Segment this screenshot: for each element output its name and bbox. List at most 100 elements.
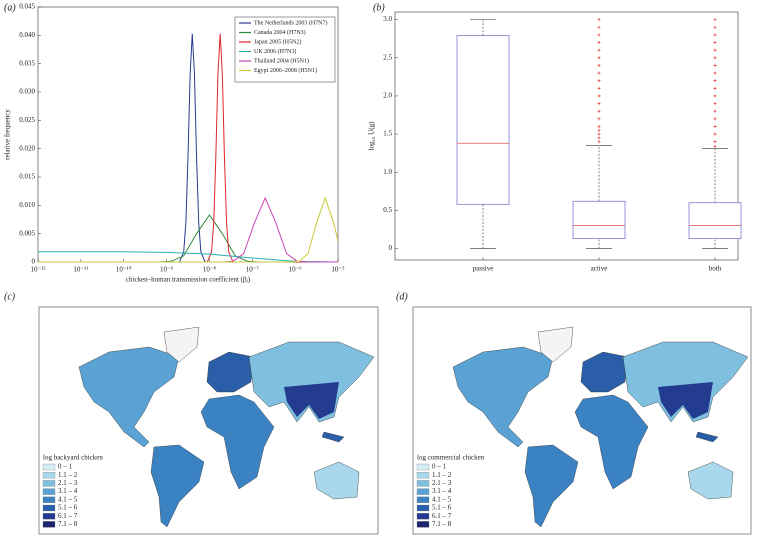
line-series (38, 196, 338, 263)
panel-label: (b) (373, 2, 385, 13)
y-tick-label: 0.015 (19, 173, 35, 181)
x-tick-label: active (591, 265, 608, 273)
x-tick-label: 10⁻⁶ (289, 266, 303, 274)
legend-label: 2.1 – 3 (58, 479, 78, 487)
legend-swatch (416, 488, 430, 495)
outlier (713, 132, 717, 136)
x-tick-label: 10⁻¹⁰ (116, 266, 132, 274)
outlier (713, 102, 717, 106)
legend-swatch (416, 480, 430, 487)
legend-title: log backyard chicken (43, 454, 103, 462)
y-tick-label: 0.045 (19, 3, 35, 11)
line-series (38, 33, 338, 263)
y-tick-label: 1.0 (383, 168, 392, 176)
legend-label: 1.1 – 2 (432, 471, 452, 479)
legend-label: 0 – 1 (58, 463, 73, 471)
legend-swatch (416, 463, 430, 471)
outlier (713, 56, 717, 60)
legend-swatch (42, 504, 56, 512)
y-tick-label: 3.0 (383, 15, 392, 23)
outlier (597, 86, 601, 90)
outlier (713, 124, 717, 128)
line-series (38, 214, 338, 263)
outlier (713, 79, 717, 83)
y-axis-label: log₁₀ U(g) (368, 121, 376, 150)
y-tick-label: 0.030 (19, 88, 35, 96)
x-tick-label: 10⁻¹¹ (73, 266, 88, 274)
legend-swatch (42, 488, 56, 495)
legend-label: Canada 2004 (H7N3) (254, 29, 306, 36)
outlier (597, 94, 601, 98)
y-tick-label: 0.005 (19, 229, 35, 237)
outlier (713, 18, 717, 22)
outlier (597, 132, 601, 136)
outlier (713, 117, 717, 121)
y-tick-label: 2.5 (383, 53, 392, 61)
box (688, 202, 742, 239)
outlier (597, 41, 601, 45)
line-series (38, 33, 338, 263)
legend-swatch (416, 496, 430, 503)
legend-swatch (416, 513, 430, 520)
x-tick-label: 10⁻⁹ (160, 266, 174, 274)
legend-label: 5.1 – 6 (432, 504, 452, 512)
panel-label: (d) (396, 291, 408, 302)
panel-label: (c) (4, 291, 16, 302)
outlier (597, 140, 601, 144)
legend-label: 7.1 – 8 (58, 520, 78, 528)
x-tick-label: 10⁻⁷ (246, 266, 260, 274)
x-tick-label: 10⁻⁸ (203, 266, 217, 274)
outlier (597, 79, 601, 83)
legend-label: 3.1 – 4 (432, 487, 452, 495)
y-tick-label: 0.040 (19, 31, 35, 39)
y-tick-label: 0 (32, 258, 36, 266)
outlier (713, 33, 717, 37)
outlier (713, 63, 717, 67)
outlier (713, 140, 717, 144)
outlier (597, 102, 601, 106)
panel-label: (a) (4, 2, 16, 13)
legend-label: 7.1 – 8 (432, 520, 452, 528)
legend-swatch (416, 521, 430, 528)
x-tick-label: 10⁻¹² (31, 266, 46, 274)
plot-frame (394, 11, 739, 261)
legend-swatch (42, 496, 56, 503)
x-axis-label: chicken–human transmission coefficient (… (126, 276, 251, 284)
box (572, 200, 626, 239)
y-tick-label: 0.025 (19, 116, 35, 124)
legend-label: The Netherlands 2003 (H7N7) (254, 19, 327, 26)
x-tick-label: 10⁻⁵ (331, 266, 345, 274)
box (456, 35, 510, 205)
y-tick-label: 0 (389, 244, 393, 252)
legend-title: log commercial chicken (417, 454, 485, 462)
y-tick-label: 2.0 (383, 92, 392, 100)
legend-label: Japan 2005 (H5N2) (254, 38, 301, 45)
legend-label: 0 – 1 (432, 463, 447, 471)
outlier (597, 18, 601, 22)
line-series (38, 251, 339, 263)
legend-label: 3.1 – 4 (58, 487, 78, 495)
legend-label: 4.1 – 5 (432, 495, 452, 503)
x-tick-label: both (709, 265, 722, 273)
legend-label: UK 2006 (H7N3) (254, 48, 296, 55)
y-tick-label: 0.5 (383, 206, 392, 214)
outlier (713, 41, 717, 45)
legend-label: 4.1 – 5 (58, 495, 78, 503)
legend-label: 2.1 – 3 (432, 479, 452, 487)
legend-label: Thailand 2004 (H5N1) (254, 57, 309, 64)
legend-label: 1.1 – 2 (58, 471, 78, 479)
outlier (597, 56, 601, 60)
legend-label: 6.1 – 7 (58, 512, 78, 520)
y-tick-label: 0.010 (19, 201, 35, 209)
y-tick-label: 1.5 (383, 130, 392, 138)
outlier (597, 128, 601, 132)
outlier (713, 25, 717, 29)
outlier (713, 86, 717, 90)
legend-swatch (416, 472, 430, 479)
outlier (597, 117, 601, 121)
legend-swatch (42, 513, 56, 520)
legend-swatch (42, 521, 56, 528)
legend-swatch (42, 463, 56, 471)
outlier (597, 63, 601, 67)
